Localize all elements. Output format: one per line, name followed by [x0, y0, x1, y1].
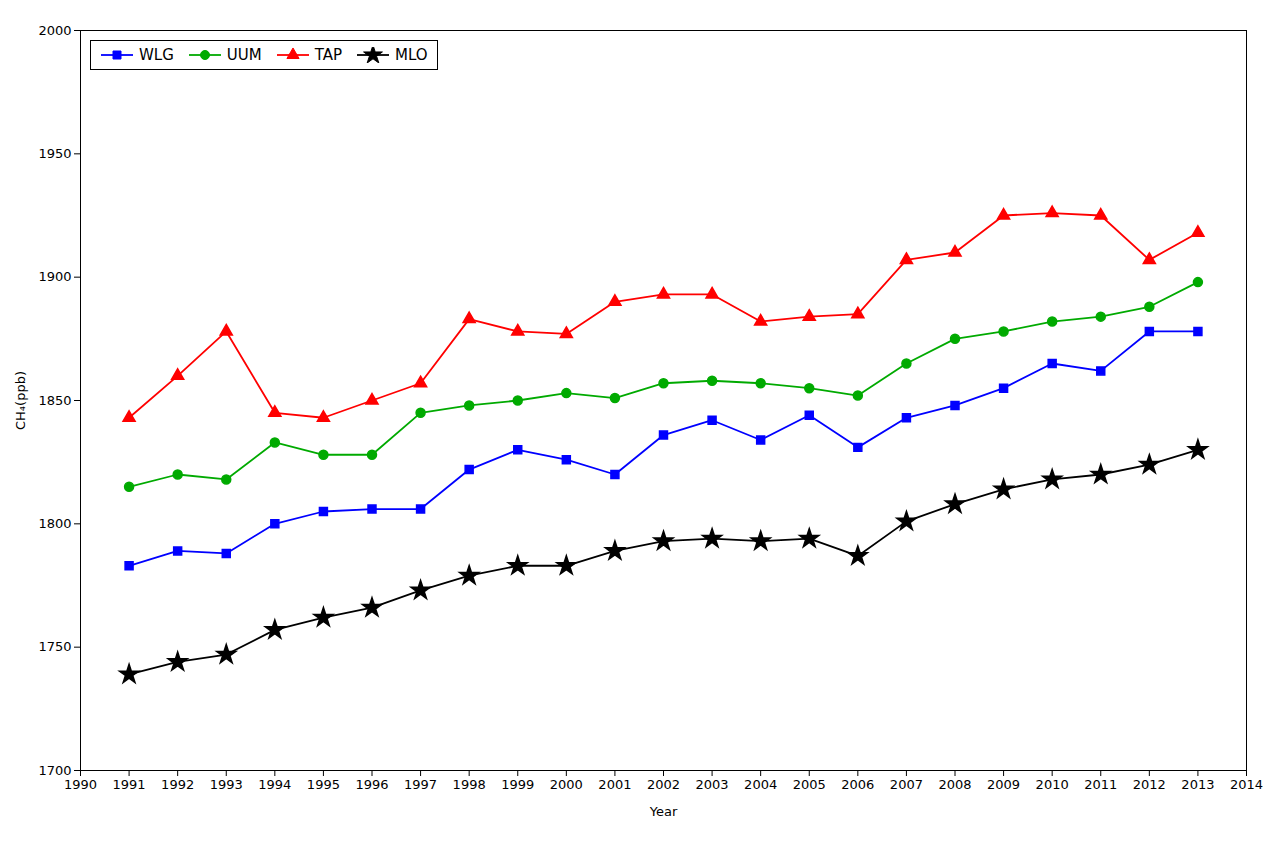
svg-text:2006: 2006 [841, 777, 874, 792]
svg-text:2007: 2007 [890, 777, 923, 792]
svg-text:1900: 1900 [38, 269, 71, 284]
svg-text:2014: 2014 [1230, 777, 1263, 792]
svg-text:2009: 2009 [987, 777, 1020, 792]
html-text:WLG: WLG [139, 46, 174, 64]
svg-text:1995: 1995 [307, 777, 340, 792]
svg-text:1991: 1991 [113, 777, 146, 792]
svg-text:2012: 2012 [1133, 777, 1166, 792]
svg-text:1950: 1950 [38, 146, 71, 161]
svg-text:1850: 1850 [38, 393, 71, 408]
svg-text:1993: 1993 [210, 777, 243, 792]
svg-text:1999: 1999 [501, 777, 534, 792]
svg-text:1750: 1750 [38, 639, 71, 654]
svg-text:1700: 1700 [38, 763, 71, 778]
html-text:MLO: MLO [395, 46, 428, 64]
svg-text:2010: 2010 [1036, 777, 1069, 792]
svg-text:2004: 2004 [744, 777, 777, 792]
svg-text:Year: Year [649, 804, 678, 819]
html-text:TAP: TAP [314, 46, 342, 64]
svg-text:2002: 2002 [647, 777, 680, 792]
svg-text:2011: 2011 [1084, 777, 1117, 792]
svg-text:2000: 2000 [550, 777, 583, 792]
svg-text:2000: 2000 [38, 23, 71, 38]
svg-text:1997: 1997 [404, 777, 437, 792]
svg-text:1800: 1800 [38, 516, 71, 531]
svg-text:2005: 2005 [793, 777, 826, 792]
svg-text:CH₄(ppb): CH₄(ppb) [13, 371, 28, 430]
svg-text:1996: 1996 [355, 777, 388, 792]
svg-text:2001: 2001 [598, 777, 631, 792]
svg-text:1994: 1994 [258, 777, 291, 792]
svg-text:1992: 1992 [161, 777, 194, 792]
html-text:UUM: UUM [226, 46, 262, 64]
svg-text:2003: 2003 [696, 777, 729, 792]
svg-text:2013: 2013 [1181, 777, 1214, 792]
svg-text:2008: 2008 [938, 777, 971, 792]
svg-text:1998: 1998 [453, 777, 486, 792]
svg-text:1990: 1990 [64, 777, 97, 792]
